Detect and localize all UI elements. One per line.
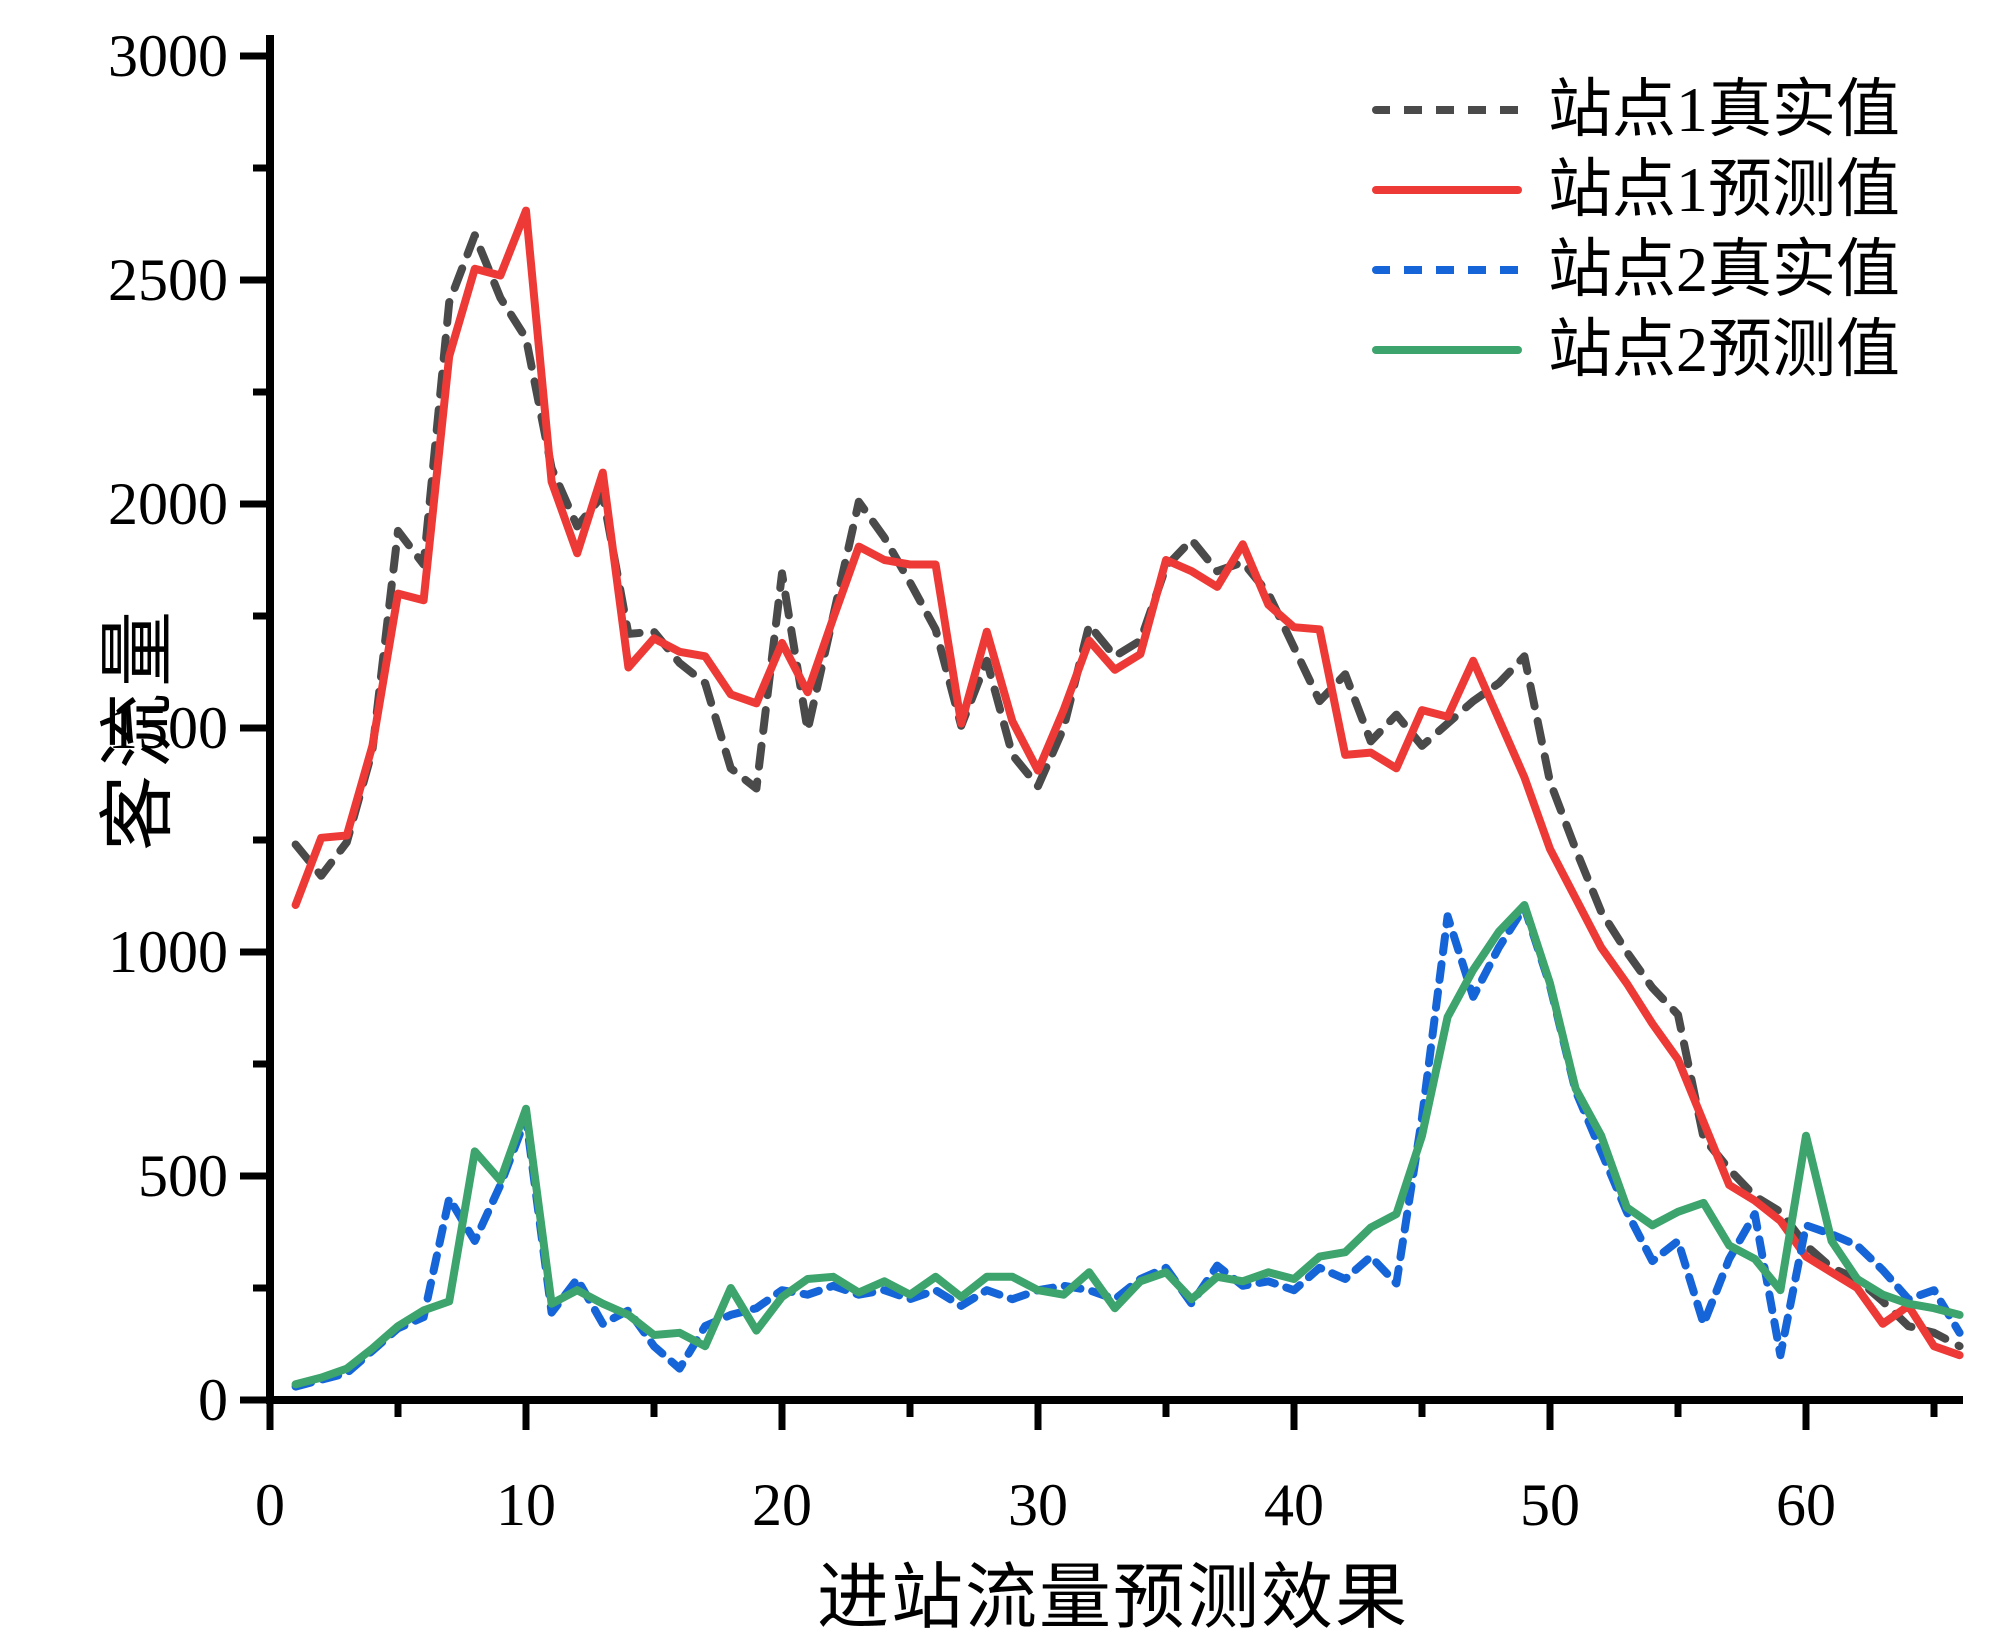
y-tick-label: 1500 xyxy=(108,695,228,761)
legend-line-sample-station2-actual xyxy=(1372,266,1522,274)
x-tick-label: 50 xyxy=(1520,1472,1580,1538)
station1-predicted-line xyxy=(291,206,1964,1360)
x-tick-label: 10 xyxy=(496,1472,556,1538)
y-tick-label: 0 xyxy=(198,1367,228,1433)
legend-label: 站点1预测值 xyxy=(1548,154,1900,225)
x-tick-label: 30 xyxy=(1008,1472,1068,1538)
x-axis-title: 进站流量预测效果 xyxy=(816,1558,1410,1634)
legend-item-station1-predicted: 站点1预测值 xyxy=(1372,150,1900,230)
y-tick-label: 2500 xyxy=(108,247,228,313)
y-tick-label: 2000 xyxy=(108,471,228,537)
x-tick-label: 0 xyxy=(255,1472,285,1538)
station2-predicted-line xyxy=(291,901,1964,1389)
legend-item-station1-actual: 站点1真实值 xyxy=(1372,70,1900,150)
x-tick-label: 60 xyxy=(1776,1472,1836,1538)
legend: 站点1真实值 站点1预测值 站点2真实值 站点2预测值 xyxy=(1372,70,1900,390)
legend-line-sample-station1-predicted xyxy=(1372,186,1522,194)
legend-label: 站点2预测值 xyxy=(1548,314,1900,385)
legend-label: 站点1真实值 xyxy=(1548,74,1900,145)
station1-actual-line xyxy=(291,231,1964,1351)
legend-item-station2-actual: 站点2真实值 xyxy=(1372,230,1900,310)
legend-label: 站点2真实值 xyxy=(1548,234,1900,305)
legend-line-sample-station1-actual xyxy=(1372,106,1522,114)
x-tick-label: 20 xyxy=(752,1472,812,1538)
y-tick-label: 1000 xyxy=(108,919,228,985)
x-tick-label: 40 xyxy=(1264,1472,1324,1538)
y-tick-label: 500 xyxy=(138,1143,228,1209)
legend-line-sample-station2-predicted xyxy=(1372,346,1522,354)
legend-item-station2-predicted: 站点2预测值 xyxy=(1372,310,1900,390)
y-tick-label: 3000 xyxy=(108,23,228,89)
y-axis-title: 客流量 xyxy=(97,605,181,851)
